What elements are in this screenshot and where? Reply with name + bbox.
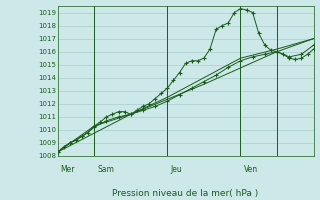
Text: Jeu: Jeu (170, 165, 182, 174)
Text: Pression niveau de la mer( hPa ): Pression niveau de la mer( hPa ) (112, 189, 259, 198)
Text: Ven: Ven (244, 165, 258, 174)
Text: Mer: Mer (61, 165, 75, 174)
Text: Sam: Sam (97, 165, 114, 174)
